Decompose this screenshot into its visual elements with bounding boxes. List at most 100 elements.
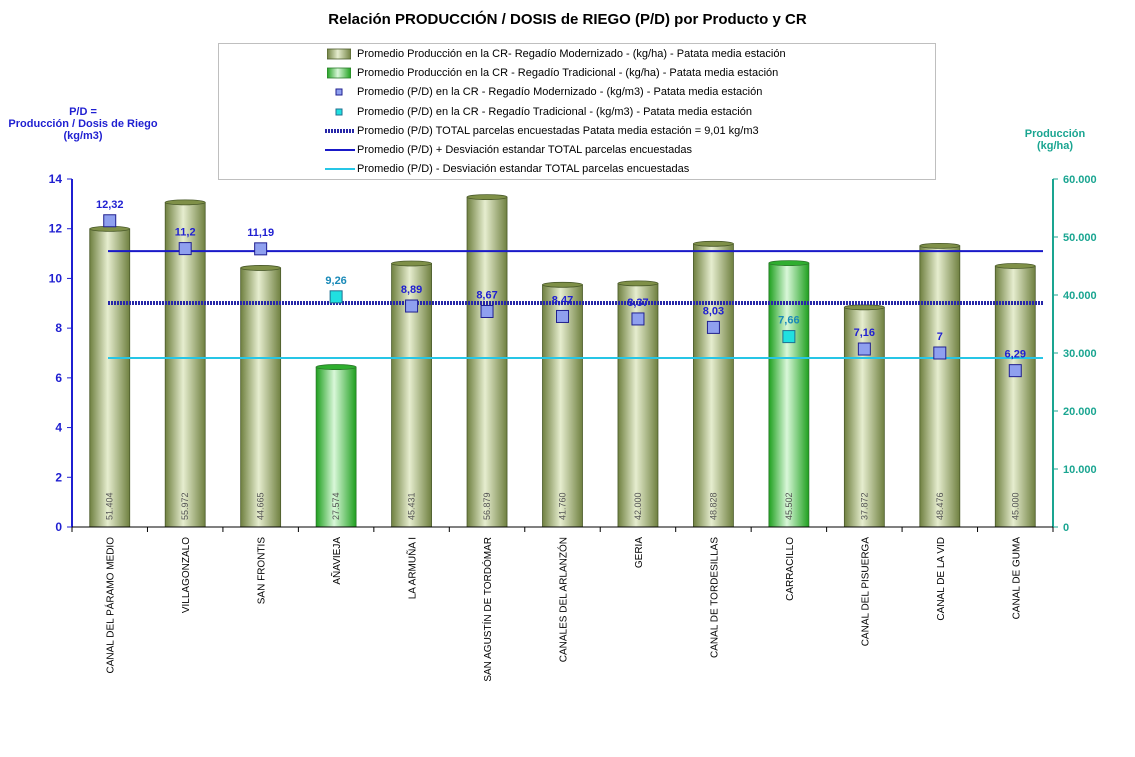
pd-data-label: 8,37 xyxy=(627,297,648,309)
legend-item-pd-plus: Promedio (P/D) + Desviación estandar TOT… xyxy=(219,141,935,159)
pd-marker xyxy=(254,242,268,256)
y-axis-left-title-line: P/D = xyxy=(69,106,97,118)
production-data-label: 55.972 xyxy=(180,492,190,520)
pd-marker xyxy=(1008,364,1022,378)
x-category-label: CANAL DE TORDESILLAS xyxy=(709,537,720,658)
production-bar-body xyxy=(919,245,961,528)
y-right-tick-label: 40.000 xyxy=(1063,290,1097,302)
production-bar-body xyxy=(240,267,282,528)
production-bar-top xyxy=(843,304,885,311)
legend-label: Promedio (P/D) TOTAL parcelas encuestada… xyxy=(357,125,759,137)
production-data-label: 27.574 xyxy=(331,492,341,520)
legend-label: Promedio Producción en la CR - Regadío T… xyxy=(357,67,779,79)
production-bar-body xyxy=(315,366,357,528)
pd-marker xyxy=(329,290,343,304)
y-left-tick-label: 12 xyxy=(49,222,63,236)
y-right-tick-label: 30.000 xyxy=(1063,348,1097,360)
production-data-label: 51.404 xyxy=(105,492,115,520)
legend-item-prod-trad: Promedio Producción en la CR - Regadío T… xyxy=(219,64,935,82)
production-bar-top xyxy=(466,194,508,201)
x-category-label: SAN FRONTIS xyxy=(257,537,268,605)
chart-title: Relación PRODUCCIÓN / DOSIS de RIEGO (P/… xyxy=(328,11,807,28)
production-bar-body xyxy=(542,284,583,528)
legend-item-pd-total: Promedio (P/D) TOTAL parcelas encuestada… xyxy=(219,122,935,140)
production-data-label: 42.000 xyxy=(633,492,643,520)
y-right-tick-label: 0 xyxy=(1063,522,1069,534)
pd-data-label: 6,29 xyxy=(1005,349,1026,361)
legend-label: Promedio (P/D) + Desviación estandar TOT… xyxy=(357,144,692,156)
production-bar-top xyxy=(617,280,659,287)
production-bar xyxy=(240,265,282,528)
production-bar xyxy=(466,194,508,528)
production-bar-top xyxy=(994,263,1036,269)
pd-data-label: 8,03 xyxy=(703,305,724,317)
pd-data-label: 11,2 xyxy=(175,227,196,239)
pd-data-label: 7 xyxy=(937,331,943,343)
legend-marker-pd-trad xyxy=(335,108,343,116)
production-bar xyxy=(693,240,734,528)
pd-marker xyxy=(178,242,192,256)
legend-line-pd-minus xyxy=(325,168,355,170)
x-category-label: GERIA xyxy=(634,537,645,568)
pd-data-label: 12,32 xyxy=(96,199,124,211)
production-bar-top xyxy=(391,260,432,267)
production-data-label: 45.000 xyxy=(1010,492,1020,520)
production-data-label: 45.431 xyxy=(407,492,417,520)
production-bar-top xyxy=(240,265,282,271)
legend-item-pd-minus: Promedio (P/D) - Desviación estandar TOT… xyxy=(219,160,935,178)
pd-marker xyxy=(103,214,117,228)
legend: Promedio Producción en la CR- Regadío Mo… xyxy=(218,43,936,180)
legend-swatch-prod-mod xyxy=(327,48,351,60)
legend-label: Promedio (P/D) en la CR - Regadío Modern… xyxy=(357,86,763,98)
x-category-label: CARRACILLO xyxy=(785,537,796,601)
production-bar xyxy=(315,364,357,528)
production-bar xyxy=(919,242,961,528)
pd-marker xyxy=(857,342,871,356)
production-bar-body xyxy=(89,228,131,528)
pd-marker xyxy=(631,312,645,326)
pd-marker xyxy=(556,309,569,323)
legend-label: Promedio (P/D) en la CR - Regadío Tradic… xyxy=(357,106,752,118)
pd-data-label: 8,47 xyxy=(552,294,573,306)
legend-item-pd-mod: Promedio (P/D) en la CR - Regadío Modern… xyxy=(219,83,935,101)
pd-marker xyxy=(782,330,796,344)
y-axis-left-title-line: (kg/m3) xyxy=(63,130,103,142)
production-bar-body xyxy=(693,243,734,528)
legend-line-pd-total xyxy=(325,129,355,133)
production-bar-body xyxy=(768,262,810,528)
production-bar-top xyxy=(542,281,583,288)
legend-item-prod-mod: Promedio Producción en la CR- Regadío Mo… xyxy=(219,45,935,63)
y-left-tick-label: 6 xyxy=(55,371,62,385)
production-data-label: 45.502 xyxy=(784,492,794,520)
legend-label: Promedio (P/D) - Desviación estandar TOT… xyxy=(357,163,690,175)
production-bar xyxy=(164,199,206,528)
x-category-label: VILLAGONZALO xyxy=(181,537,192,613)
x-category-label: CANAL DE LA VID xyxy=(936,537,947,621)
pd-marker xyxy=(480,304,494,318)
legend-item-pd-trad: Promedio (P/D) en la CR - Regadío Tradic… xyxy=(219,103,935,121)
production-bar xyxy=(542,281,583,528)
production-bar-top xyxy=(768,260,810,266)
legend-swatch-prod-trad xyxy=(327,67,351,79)
production-bar-body xyxy=(994,265,1036,528)
production-bar-body xyxy=(466,196,508,528)
y-left-tick-label: 0 xyxy=(55,520,62,534)
x-category-label: CANAL DEL PISUERGA xyxy=(860,537,871,647)
y-right-tick-label: 10.000 xyxy=(1063,464,1097,476)
production-bar xyxy=(89,225,131,528)
production-data-label: 41.760 xyxy=(558,492,568,520)
x-category-label: CANAL DEL PÁRAMO MEDIO xyxy=(104,537,117,674)
production-data-label: 37.872 xyxy=(859,492,869,520)
production-bar-top xyxy=(693,240,734,247)
production-bar xyxy=(768,260,810,528)
x-category-label: LA ARMUÑA I xyxy=(406,537,419,599)
y-axis-right-title-line: Producción xyxy=(1024,128,1086,140)
production-data-label: 48.476 xyxy=(935,492,945,520)
legend-label: Promedio Producción en la CR- Regadío Mo… xyxy=(357,48,786,60)
production-data-label: 44.665 xyxy=(256,492,266,520)
y-left-tick-label: 14 xyxy=(49,172,63,186)
y-right-tick-label: 20.000 xyxy=(1063,406,1097,418)
pd-data-label: 7,16 xyxy=(854,327,875,339)
production-bar-body xyxy=(164,201,206,528)
pd-marker xyxy=(405,299,419,313)
